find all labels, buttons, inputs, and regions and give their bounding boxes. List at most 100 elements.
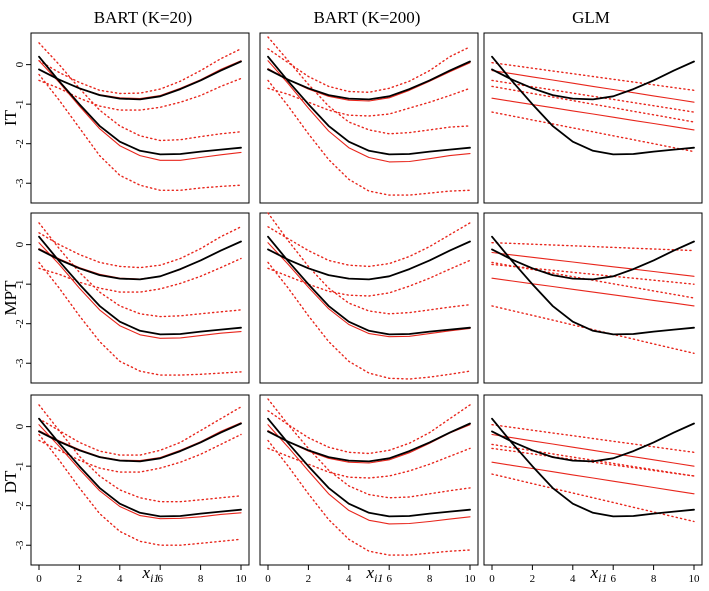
panel-r2c3 [483, 212, 703, 384]
series-estimate-upper-r1c3 [491, 70, 695, 103]
x-tick-label-r3c2: 0 [265, 573, 271, 585]
y-tick-label-r3c1: -1 [14, 462, 26, 471]
series-truth-upper-r3c2 [267, 422, 471, 463]
series-upper-band-low-r3c1 [38, 433, 242, 473]
series-upper-band-low-r3c2 [267, 447, 471, 479]
panel-r2c2 [259, 212, 479, 384]
x-tick-label-r3c2: 10 [465, 573, 477, 585]
x-tick-label-r3c3: 2 [530, 573, 536, 585]
series-upper-band-high-r3c2 [267, 404, 471, 455]
x-tick-label-r3c3: 8 [651, 573, 657, 585]
y-tick-label-r2c1: -3 [14, 358, 26, 368]
x-tick-label-r3c2: 8 [427, 573, 433, 585]
series-lower-band-high-r3c2 [267, 398, 471, 499]
series-estimate-lower-r3c2 [267, 424, 471, 525]
x-tick-label-r3c3: 4 [570, 573, 576, 585]
x-tick-label-r3c2: 2 [306, 573, 312, 585]
x-tick-label-r3c3: 6 [610, 573, 616, 585]
panel-frame-r3c2 [259, 394, 479, 566]
x-tick-label-r3c1: 0 [36, 573, 42, 585]
series-upper-band-high-r2c3 [491, 241, 695, 252]
series-estimate-lower-r1c1 [38, 60, 242, 161]
series-estimate-lower-r1c2 [267, 60, 471, 163]
series-truth-upper-r2c3 [491, 240, 695, 281]
panel-frame-r1c2 [259, 32, 479, 204]
series-truth-upper-r3c1 [38, 422, 242, 463]
panel-r1c2 [259, 32, 479, 204]
panels: -3 -2 -1 0 -3 -2 -1 0 -3 -2 -1 0 0 2 4 6 8 10 0 2 4 6 8 10 0 2 4 6 8… [14, 32, 703, 585]
series-estimate-upper-r3c3 [491, 433, 695, 467]
panel-frame-r3c1 [30, 394, 250, 566]
series-truth-upper-r3c3 [491, 422, 695, 463]
series-upper-band-high-r1c3 [491, 62, 695, 92]
x-tick-label-r3c1: 6 [157, 573, 163, 585]
panel-frame-r3c3 [483, 394, 703, 566]
y-tick-label-r1c1: 0 [14, 61, 26, 67]
x-tick-label-r3c3: 0 [489, 573, 495, 585]
y-tick-label-r3c1: 0 [14, 423, 26, 429]
x-tick-label-r3c1: 10 [236, 573, 248, 585]
column-title-1: BART (K=20) [94, 8, 192, 27]
y-tick-label-r3c1: -3 [14, 540, 26, 550]
x-axis-label-1: xi1 [142, 563, 160, 585]
panel-r2c1: -3 -2 -1 0 [14, 212, 250, 384]
series-estimate-upper-r2c3 [491, 251, 695, 277]
series-lower-band-low-r2c2 [267, 261, 471, 380]
series-upper-band-high-r1c2 [267, 46, 471, 94]
series-lower-band-low-r2c3 [491, 305, 695, 354]
series-truth-lower-r1c1 [38, 55, 242, 156]
panel-r1c1: -3 -2 -1 0 [14, 32, 250, 204]
x-axis-label-2: xi1 [366, 563, 384, 585]
series-truth-lower-r3c3 [491, 417, 695, 518]
panel-frame-r2c3 [483, 212, 703, 384]
panel-frame-r1c3 [483, 32, 703, 204]
column-title-3: GLM [572, 8, 610, 27]
x-axis-label-3: xi1 [590, 563, 608, 585]
series-truth-lower-r3c1 [38, 417, 242, 518]
series-truth-lower-r3c2 [267, 417, 471, 518]
x-axis-label-sub-1: i1 [150, 571, 159, 585]
series-truth-upper-r1c3 [491, 60, 695, 101]
series-truth-lower-r2c2 [267, 235, 471, 336]
series-estimate-lower-r2c2 [267, 242, 471, 338]
x-tick-label-r3c1: 2 [77, 573, 83, 585]
series-upper-band-low-r3c3 [491, 443, 695, 477]
x-tick-label-r3c1: 4 [117, 573, 123, 585]
y-tick-label-r2c1: -2 [14, 319, 26, 328]
x-axis-label-main-1: x [142, 563, 151, 582]
panel-frame-r2c2 [259, 212, 479, 384]
x-tick-label-r3c3: 10 [689, 573, 701, 585]
panel-frame-r2c1 [30, 212, 250, 384]
y-tick-label-r1c1: -3 [14, 178, 26, 188]
x-axis-label-sub-3: i1 [598, 571, 607, 585]
series-upper-band-low-r2c2 [267, 259, 471, 297]
y-tick-label-r2c1: -1 [14, 280, 26, 289]
x-axis-label-main-2: x [366, 563, 375, 582]
series-estimate-lower-r3c3 [491, 461, 695, 495]
series-estimate-lower-r2c3 [491, 277, 695, 307]
panel-r3c3: 0 2 4 6 8 10 [483, 394, 703, 585]
series-lower-band-high-r2c2 [267, 212, 471, 315]
series-estimate-lower-r1c3 [491, 97, 695, 131]
series-lower-band-low-r1c2 [267, 79, 471, 196]
series-lower-band-low-r3c1 [38, 433, 242, 546]
series-lower-band-low-r1c3 [491, 111, 695, 153]
series-estimate-lower-r3c1 [38, 424, 242, 520]
x-tick-label-r3c2: 4 [346, 573, 352, 585]
series-upper-band-high-r2c2 [267, 222, 471, 268]
series-truth-upper-r2c2 [267, 240, 471, 281]
panel-r1c3 [483, 32, 703, 204]
x-tick-label-r3c1: 8 [198, 573, 204, 585]
series-truth-upper-r2c1 [38, 240, 242, 281]
series-upper-band-low-r1c3 [491, 79, 695, 113]
series-truth-upper-r1c2 [267, 60, 471, 101]
row-label-3: DT [1, 470, 20, 493]
panel-r3c1: -3 -2 -1 0 0 2 4 6 8 10 [14, 394, 250, 585]
series-lower-band-high-r1c2 [267, 36, 471, 135]
series-truth-lower-r1c3 [491, 55, 695, 156]
y-tick-label-r2c1: 0 [14, 241, 26, 247]
x-tick-label-r3c2: 6 [386, 573, 392, 585]
panel-r3c2: 0 2 4 6 8 10 [259, 394, 479, 585]
